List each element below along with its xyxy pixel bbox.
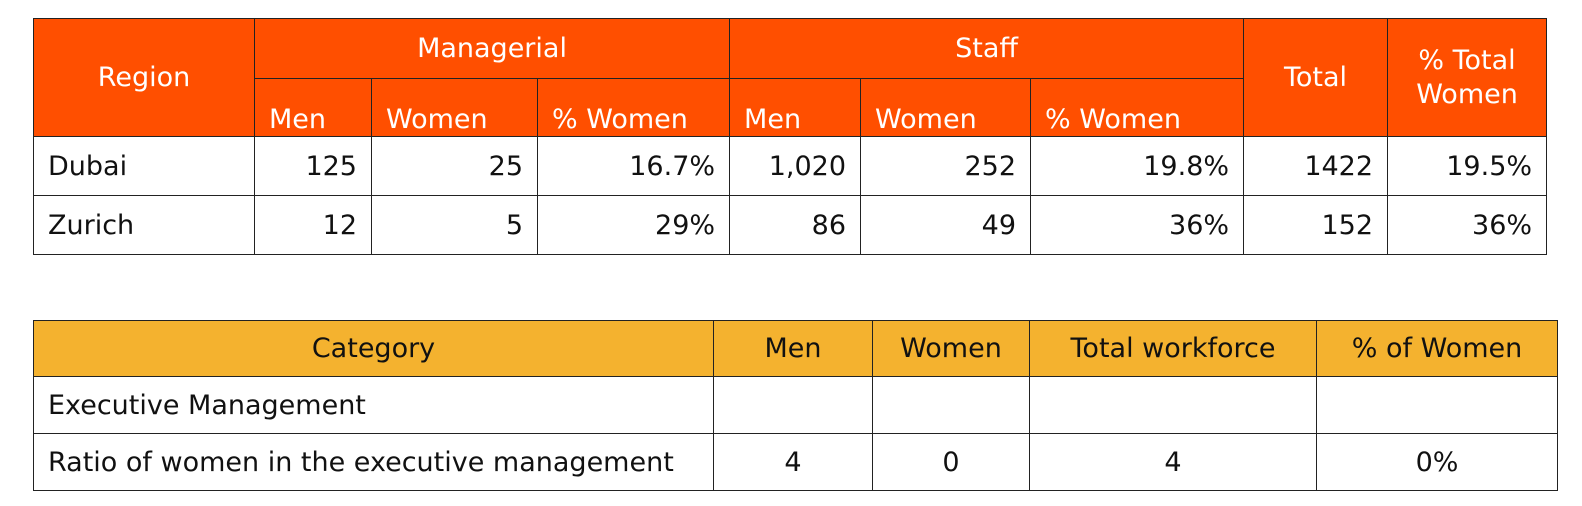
pct-total-women-header-line1: % Total bbox=[1418, 44, 1516, 76]
total-cell: 152 bbox=[1243, 195, 1389, 255]
managerial-pct-women-header: % Women bbox=[536, 78, 731, 137]
pct-total-women-cell: 36% bbox=[1387, 195, 1548, 255]
table-row-ratio-women: Ratio of women in the executive manageme… bbox=[33, 433, 1558, 491]
staff-pct-cell: 19.8% bbox=[1030, 136, 1245, 196]
total-workforce-header: Total workforce bbox=[1029, 320, 1317, 377]
header-row-2: Men Women % Women Men Women % Women bbox=[34, 78, 1547, 137]
table-row-executive-management: Executive Management bbox=[33, 376, 1558, 434]
managerial-women-cell: 25 bbox=[371, 136, 538, 196]
region-cell: Dubai bbox=[33, 136, 255, 196]
men-header: Men bbox=[713, 320, 873, 377]
staff-group-header: Staff bbox=[729, 18, 1245, 79]
pct-total-women-cell: 19.5% bbox=[1387, 136, 1548, 196]
pct-cell bbox=[1316, 376, 1558, 434]
category-cell: Executive Management bbox=[33, 376, 714, 434]
men-cell bbox=[713, 376, 873, 434]
table-row-dubai: Dubai 125 25 16.7% 1,020 252 19.8% 1422 … bbox=[33, 136, 1548, 196]
region-header: Region bbox=[33, 18, 255, 137]
pct-total-women-header-line2: Women bbox=[1416, 78, 1518, 110]
managerial-men-cell: 125 bbox=[254, 136, 372, 196]
managerial-women-header: Women bbox=[371, 78, 538, 137]
women-cell bbox=[872, 376, 1030, 434]
category-header: Category bbox=[33, 320, 714, 377]
header-row-1: Region Managerial Staff Total % Total Wo… bbox=[33, 18, 1548, 137]
pct-cell: 0% bbox=[1316, 433, 1558, 491]
managerial-men-header: Men bbox=[254, 78, 372, 137]
category-cell: Ratio of women in the executive manageme… bbox=[33, 433, 714, 491]
managerial-men-cell: 12 bbox=[254, 195, 372, 255]
region-cell: Zurich bbox=[33, 195, 255, 255]
men-cell: 4 bbox=[713, 433, 873, 491]
pct-women-header: % of Women bbox=[1316, 320, 1558, 377]
staff-men-header: Men bbox=[729, 78, 862, 137]
women-header: Women bbox=[872, 320, 1030, 377]
total-cell: 4 bbox=[1029, 433, 1317, 491]
staff-pct-cell: 36% bbox=[1030, 195, 1245, 255]
staff-pct-women-header: % Women bbox=[1030, 78, 1245, 137]
managerial-pct-cell: 16.7% bbox=[536, 136, 731, 196]
regional-workforce-table: Region Managerial Staff Total % Total Wo… bbox=[33, 18, 1548, 255]
staff-women-cell: 252 bbox=[860, 136, 1032, 196]
total-cell: 1422 bbox=[1243, 136, 1389, 196]
total-header: Total bbox=[1243, 18, 1389, 137]
women-cell: 0 bbox=[872, 433, 1030, 491]
managerial-group-header: Managerial bbox=[253, 18, 731, 79]
total-cell bbox=[1029, 376, 1317, 434]
header-row: Category Men Women Total workforce % of … bbox=[33, 320, 1558, 377]
pct-total-women-header: % Total Women bbox=[1387, 18, 1548, 137]
staff-women-cell: 49 bbox=[860, 195, 1032, 255]
staff-women-header: Women bbox=[860, 78, 1032, 137]
managerial-pct-cell: 29% bbox=[536, 195, 731, 255]
staff-men-cell: 86 bbox=[729, 195, 862, 255]
executive-management-table: Category Men Women Total workforce % of … bbox=[33, 320, 1558, 491]
table-row-zurich: Zurich 12 5 29% 86 49 36% 152 36% bbox=[33, 195, 1548, 255]
staff-men-cell: 1,020 bbox=[729, 136, 862, 196]
managerial-women-cell: 5 bbox=[371, 195, 538, 255]
